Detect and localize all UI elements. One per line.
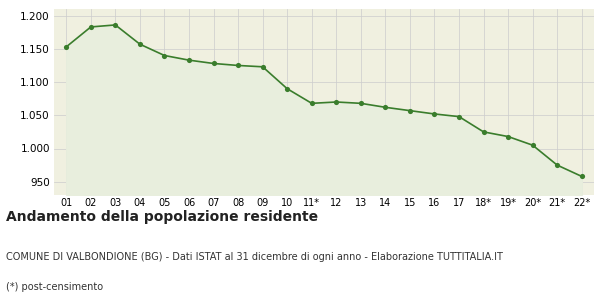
Point: [553, 163, 562, 167]
Point: [479, 130, 488, 134]
Point: [184, 58, 194, 62]
Text: COMUNE DI VALBONDIONE (BG) - Dati ISTAT al 31 dicembre di ogni anno - Elaborazio: COMUNE DI VALBONDIONE (BG) - Dati ISTAT …: [6, 252, 503, 262]
Point: [61, 44, 71, 49]
Point: [577, 174, 587, 179]
Point: [258, 64, 268, 69]
Point: [110, 22, 120, 27]
Point: [503, 134, 513, 139]
Point: [430, 112, 439, 116]
Point: [356, 101, 365, 106]
Text: (*) post-censimento: (*) post-censimento: [6, 282, 103, 292]
Point: [209, 61, 218, 66]
Point: [331, 100, 341, 104]
Point: [135, 42, 145, 46]
Point: [86, 25, 95, 29]
Point: [160, 53, 169, 58]
Point: [380, 105, 390, 110]
Point: [233, 63, 243, 68]
Point: [283, 86, 292, 91]
Point: [405, 108, 415, 113]
Text: Andamento della popolazione residente: Andamento della popolazione residente: [6, 210, 318, 224]
Point: [307, 101, 317, 106]
Point: [528, 143, 538, 148]
Point: [454, 114, 464, 119]
